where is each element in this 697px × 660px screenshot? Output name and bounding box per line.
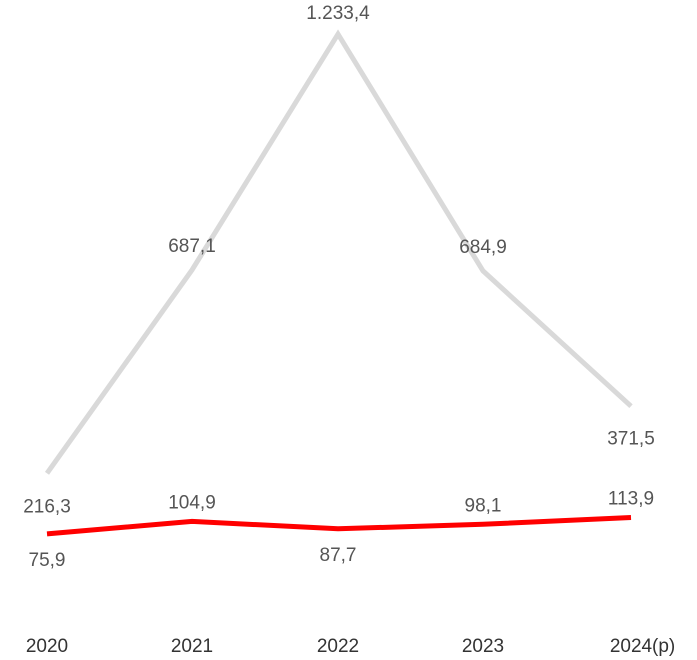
gray-data-label: 1.233,4 [306,3,370,24]
gray-data-label: 684,9 [459,237,507,258]
red-data-label: 104,9 [168,492,216,513]
series-layer [44,29,633,537]
x-tick-label: 2020 [26,636,68,657]
series-line-gray [44,29,633,475]
x-tick-label: 2022 [317,636,359,657]
gray-data-label: 687,1 [168,236,216,257]
data-label-layer: 216,3 687,1 1.233,4 684,9 371,5 75,9 104,9 87,7… [23,3,655,571]
gray-data-label: 216,3 [23,496,71,517]
x-axis-suffix-label: (p) [652,636,675,657]
gray-data-label: 371,5 [607,428,655,449]
x-tick-label: 2024 [610,636,653,657]
x-axis: 2020 2021 2022 2023 2024 [26,636,653,657]
x-tick-label: 2023 [462,636,504,657]
red-data-label: 75,9 [29,550,66,571]
red-data-label: 87,7 [320,545,357,566]
series-line-red [46,515,632,537]
x-tick-label: 2021 [171,636,213,657]
red-data-label: 113,9 [608,488,654,509]
red-data-label: 98,1 [465,495,502,516]
